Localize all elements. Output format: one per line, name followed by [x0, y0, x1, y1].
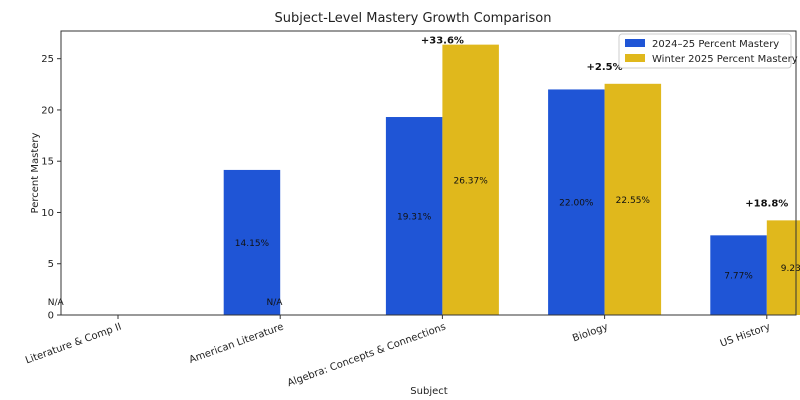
bar-series-1 — [385, 117, 443, 315]
x-tick-label: US History — [719, 321, 772, 349]
growth-label: +33.6% — [421, 36, 464, 47]
legend-label-series-2: Winter 2025 Percent Mastery — [652, 54, 798, 65]
bar-value-label: 22.55% — [616, 196, 651, 206]
y-axis-label: Percent Mastery — [30, 132, 41, 213]
legend-label-series-1: 2024–25 Percent Mastery — [652, 39, 779, 50]
y-tick-label: 25 — [41, 54, 54, 65]
x-axis: Literature & Comp II American Literature A… — [24, 315, 772, 389]
bar-value-label: 26.37% — [453, 176, 488, 186]
bar-series-2 — [604, 83, 662, 315]
x-tick-label: American Literature — [188, 321, 285, 365]
growth-label: +18.8% — [745, 198, 788, 209]
bar-value-label: 7.77% — [724, 272, 753, 282]
y-tick-label: 10 — [41, 208, 54, 219]
x-tick-label: Algebra: Concepts & Connections — [286, 321, 447, 389]
growth-labels-layer: +33.6% +2.5% +18.8% — [421, 36, 788, 210]
legend-swatch-series-2 — [625, 54, 645, 62]
chart-title: Subject-Level Mastery Growth Comparison — [275, 11, 552, 26]
na-label: N/A — [48, 298, 65, 308]
legend: 2024–25 Percent Mastery Winter 2025 Perc… — [618, 33, 798, 69]
x-tick-label: Literature & Comp II — [24, 321, 123, 366]
legend-frame — [618, 33, 792, 69]
legend-swatch-series-1 — [625, 39, 645, 47]
bar-series-1 — [223, 169, 281, 315]
y-tick-label: 15 — [41, 157, 54, 168]
bar-value-label: 22.00% — [559, 199, 594, 209]
bar-series-2 — [766, 220, 800, 315]
bar-series-1 — [710, 235, 767, 315]
bars-layer — [223, 44, 800, 315]
x-axis-label: Subject — [410, 386, 447, 397]
bar-series-2 — [442, 44, 499, 315]
y-axis: 0 5 10 15 20 25 — [41, 54, 61, 322]
plot-frame — [60, 30, 797, 316]
na-label: N/A — [266, 298, 283, 308]
growth-label: +2.5% — [587, 62, 623, 73]
y-tick-label: 5 — [48, 259, 54, 270]
y-tick-label: 0 — [48, 311, 54, 322]
bar-labels-layer: N/A 14.15% N/A 19.31% 26.37% 22.00% 22.55% 7.77… — [48, 176, 800, 308]
bar-value-label: 14.15% — [235, 239, 270, 249]
x-tick-label: Biology — [571, 321, 610, 344]
y-tick-label: 20 — [41, 105, 54, 116]
bar-value-label: 19.31% — [397, 213, 432, 223]
bar-value-label: 9.23% — [781, 264, 800, 274]
bar-series-1 — [548, 89, 605, 315]
